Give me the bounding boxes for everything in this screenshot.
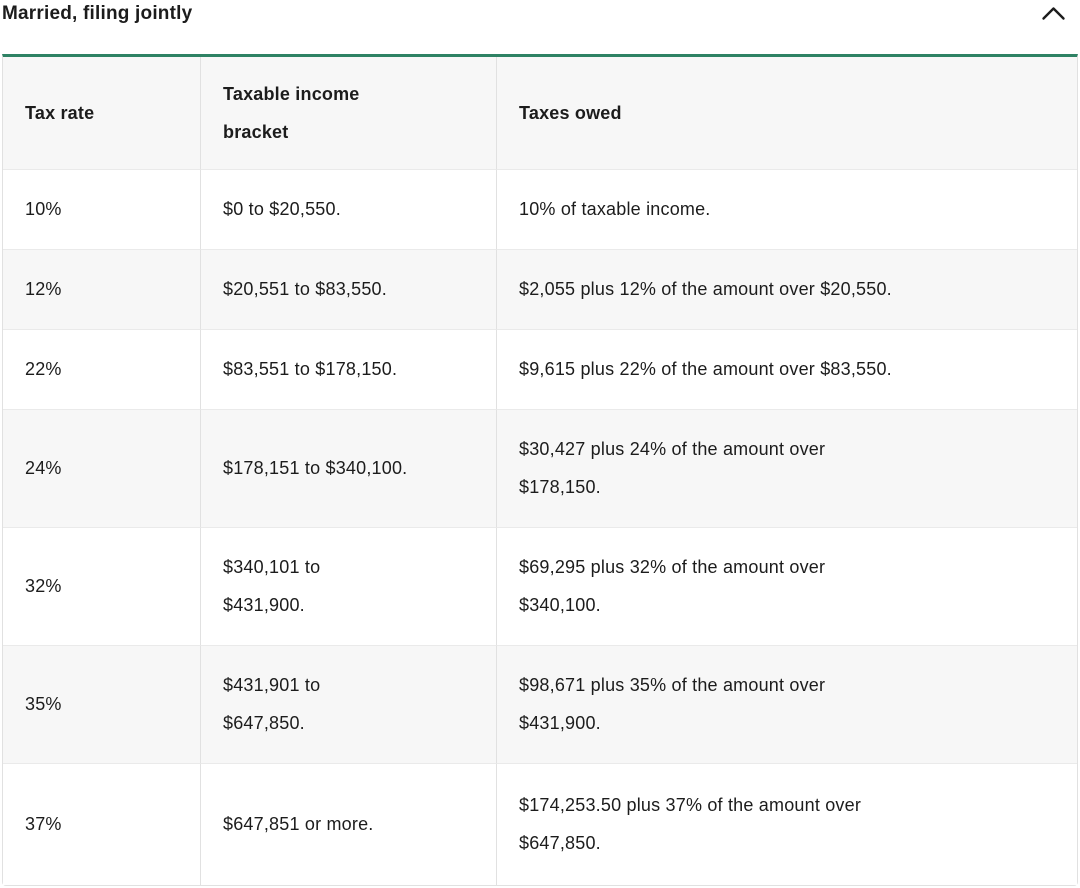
cell-tax-rate: 10%	[3, 170, 201, 250]
cell-income-bracket: $178,151 to $340,100.	[201, 410, 497, 528]
cell-taxes-owed: $174,253.50 plus 37% of the amount over …	[497, 764, 1077, 885]
column-header-taxes-owed: Taxes owed	[497, 57, 1077, 170]
cell-income-bracket: $83,551 to $178,150.	[201, 330, 497, 410]
cell-taxes-owed: $69,295 plus 32% of the amount over $340…	[497, 528, 1077, 646]
cell-taxes-owed: $2,055 plus 12% of the amount over $20,5…	[497, 250, 1077, 330]
cell-taxes-owed: $98,671 plus 35% of the amount over $431…	[497, 646, 1077, 764]
table-row: 24% $178,151 to $340,100. $30,427 plus 2…	[3, 410, 1077, 528]
cell-income-bracket: $20,551 to $83,550.	[201, 250, 497, 330]
cell-tax-rate: 12%	[3, 250, 201, 330]
table-header: Tax rate Taxable income bracket Taxes ow…	[3, 57, 1077, 170]
cell-taxes-owed: 10% of taxable income.	[497, 170, 1077, 250]
table-row: 10% $0 to $20,550. 10% of taxable income…	[3, 170, 1077, 250]
accordion-toggle[interactable]: Married, filing jointly	[2, 2, 1078, 25]
table-row: 12% $20,551 to $83,550. $2,055 plus 12% …	[3, 250, 1077, 330]
table-row: 37% $647,851 or more. $174,253.50 plus 3…	[3, 764, 1077, 885]
cell-income-bracket: $647,851 or more.	[201, 764, 497, 885]
table-row: 35% $431,901 to $647,850. $98,671 plus 3…	[3, 646, 1077, 764]
cell-tax-rate: 32%	[3, 528, 201, 646]
cell-tax-rate: 35%	[3, 646, 201, 764]
cell-taxes-owed: $9,615 plus 22% of the amount over $83,5…	[497, 330, 1077, 410]
column-header-taxable-income-bracket: Taxable income bracket	[201, 57, 497, 170]
cell-income-bracket: $0 to $20,550.	[201, 170, 497, 250]
cell-income-bracket: $340,101 to $431,900.	[201, 528, 497, 646]
tax-brackets-table: Tax rate Taxable income bracket Taxes ow…	[2, 54, 1078, 886]
cell-tax-rate: 22%	[3, 330, 201, 410]
cell-taxes-owed: $30,427 plus 24% of the amount over $178…	[497, 410, 1077, 528]
accordion-title: Married, filing jointly	[2, 3, 193, 24]
table-body: 10% $0 to $20,550. 10% of taxable income…	[3, 170, 1077, 885]
column-header-tax-rate: Tax rate	[3, 57, 201, 170]
cell-income-bracket: $431,901 to $647,850.	[201, 646, 497, 764]
cell-tax-rate: 37%	[3, 764, 201, 885]
header-row: Tax rate Taxable income bracket Taxes ow…	[3, 57, 1077, 170]
cell-tax-rate: 24%	[3, 410, 201, 528]
table-row: 32% $340,101 to $431,900. $69,295 plus 3…	[3, 528, 1077, 646]
chevron-up-icon[interactable]	[1041, 3, 1078, 21]
table-row: 22% $83,551 to $178,150. $9,615 plus 22%…	[3, 330, 1077, 410]
